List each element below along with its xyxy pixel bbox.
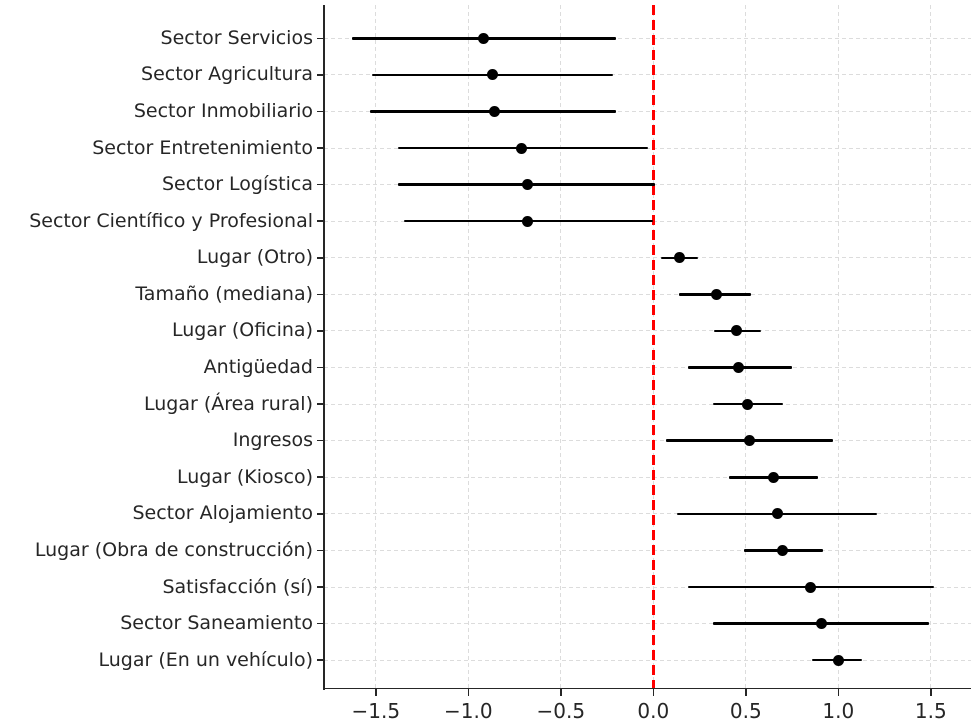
category-label: Satisfacción (sí): [162, 575, 313, 598]
h-gridline: [324, 549, 971, 551]
category-label: Sector Inmobiliario: [133, 99, 313, 122]
h-gridline: [324, 513, 971, 515]
x-axis-tick: [375, 688, 377, 696]
point-estimate-dot: [710, 288, 722, 300]
h-gridline: [324, 330, 971, 332]
x-tick-label: −1.5: [351, 698, 401, 720]
v-gridline: [745, 5, 747, 689]
v-gridline: [467, 5, 469, 689]
category-label: Sector Servicios: [160, 26, 313, 49]
point-estimate-dot: [832, 654, 844, 666]
point-estimate-dot: [744, 435, 755, 447]
h-gridline: [324, 440, 971, 442]
point-estimate-dot: [522, 179, 533, 191]
v-gridline: [375, 5, 377, 689]
category-label: Sector Agricultura: [141, 63, 313, 86]
x-tick-label: −1.0: [444, 698, 493, 720]
category-label: Lugar (Obra de construcción): [34, 538, 313, 561]
y-axis-tick: [317, 659, 324, 661]
point-estimate-dot: [673, 252, 685, 264]
h-gridline: [324, 110, 971, 112]
v-gridline: [837, 5, 839, 689]
category-label: Tamaño (mediana): [135, 282, 313, 305]
point-estimate-dot: [488, 105, 500, 117]
category-label: Ingresos: [232, 429, 313, 452]
category-label: Lugar (Área rural): [143, 392, 313, 415]
y-axis-tick: [317, 513, 324, 515]
point-estimate-dot: [486, 69, 498, 81]
y-axis-tick: [317, 330, 324, 332]
point-estimate-dot: [742, 398, 754, 410]
point-estimate-dot: [805, 581, 817, 593]
y-axis-tick: [317, 37, 324, 40]
h-gridline: [324, 659, 971, 661]
x-axis-tick: [467, 688, 470, 696]
y-axis-tick: [317, 293, 324, 296]
y-axis-tick: [317, 183, 324, 186]
point-estimate-dot: [768, 471, 780, 483]
h-gridline: [324, 476, 971, 478]
category-label: Lugar (Otro): [196, 246, 313, 269]
x-axis-tick: [837, 688, 840, 696]
y-axis-tick: [317, 366, 324, 369]
x-tick-label: −0.5: [536, 698, 586, 720]
point-estimate-dot: [771, 508, 783, 520]
point-estimate-dot: [516, 142, 528, 154]
category-label: Antigüedad: [203, 356, 313, 379]
y-axis-tick: [317, 256, 324, 259]
category-label: Sector Alojamiento: [132, 502, 313, 525]
h-gridline: [324, 623, 971, 625]
point-estimate-dot: [777, 544, 789, 556]
x-axis-tick: [560, 688, 562, 696]
y-axis-tick: [317, 476, 324, 479]
y-axis-tick: [317, 439, 324, 442]
v-gridline: [930, 5, 932, 689]
category-label: Lugar (Oficina): [171, 319, 313, 342]
point-estimate-dot: [731, 325, 743, 337]
y-axis-tick: [317, 110, 324, 113]
h-gridline: [324, 586, 971, 588]
h-gridline: [324, 293, 971, 295]
category-label: Sector Entretenimiento: [92, 136, 313, 159]
category-label: Sector Logística: [161, 173, 313, 196]
x-tick-label: 1.5: [914, 698, 947, 720]
y-axis-tick: [317, 147, 324, 149]
v-gridline: [560, 5, 562, 689]
point-estimate-dot: [477, 32, 489, 44]
point-estimate-dot: [522, 215, 533, 227]
y-axis-tick: [317, 622, 324, 625]
category-label: Sector Saneamiento: [120, 612, 313, 635]
y-axis-spine: [323, 5, 325, 691]
x-axis-spine: [324, 687, 971, 690]
y-axis-tick: [317, 220, 324, 222]
x-axis-tick: [745, 688, 747, 696]
category-label: Sector Científico y Profesional: [29, 209, 313, 232]
y-axis-tick: [317, 549, 324, 552]
x-tick-label: 0.0: [637, 698, 670, 720]
h-gridline: [324, 74, 971, 76]
category-label: Lugar (En un vehículo): [98, 648, 313, 671]
point-estimate-dot: [816, 618, 828, 630]
y-axis-tick: [317, 403, 324, 405]
h-gridline: [324, 257, 971, 259]
h-gridline: [324, 403, 971, 405]
point-estimate-dot: [732, 362, 744, 374]
h-gridline: [324, 37, 971, 39]
x-axis-tick: [930, 688, 932, 696]
h-gridline: [324, 367, 971, 369]
x-tick-label: 0.5: [729, 698, 762, 720]
y-axis-tick: [317, 586, 324, 588]
category-label: Lugar (Kiosco): [176, 465, 313, 488]
x-tick-label: 1.0: [822, 698, 855, 720]
x-axis-tick: [652, 688, 655, 696]
zero-reference-line: [651, 5, 655, 689]
y-axis-tick: [317, 74, 324, 76]
